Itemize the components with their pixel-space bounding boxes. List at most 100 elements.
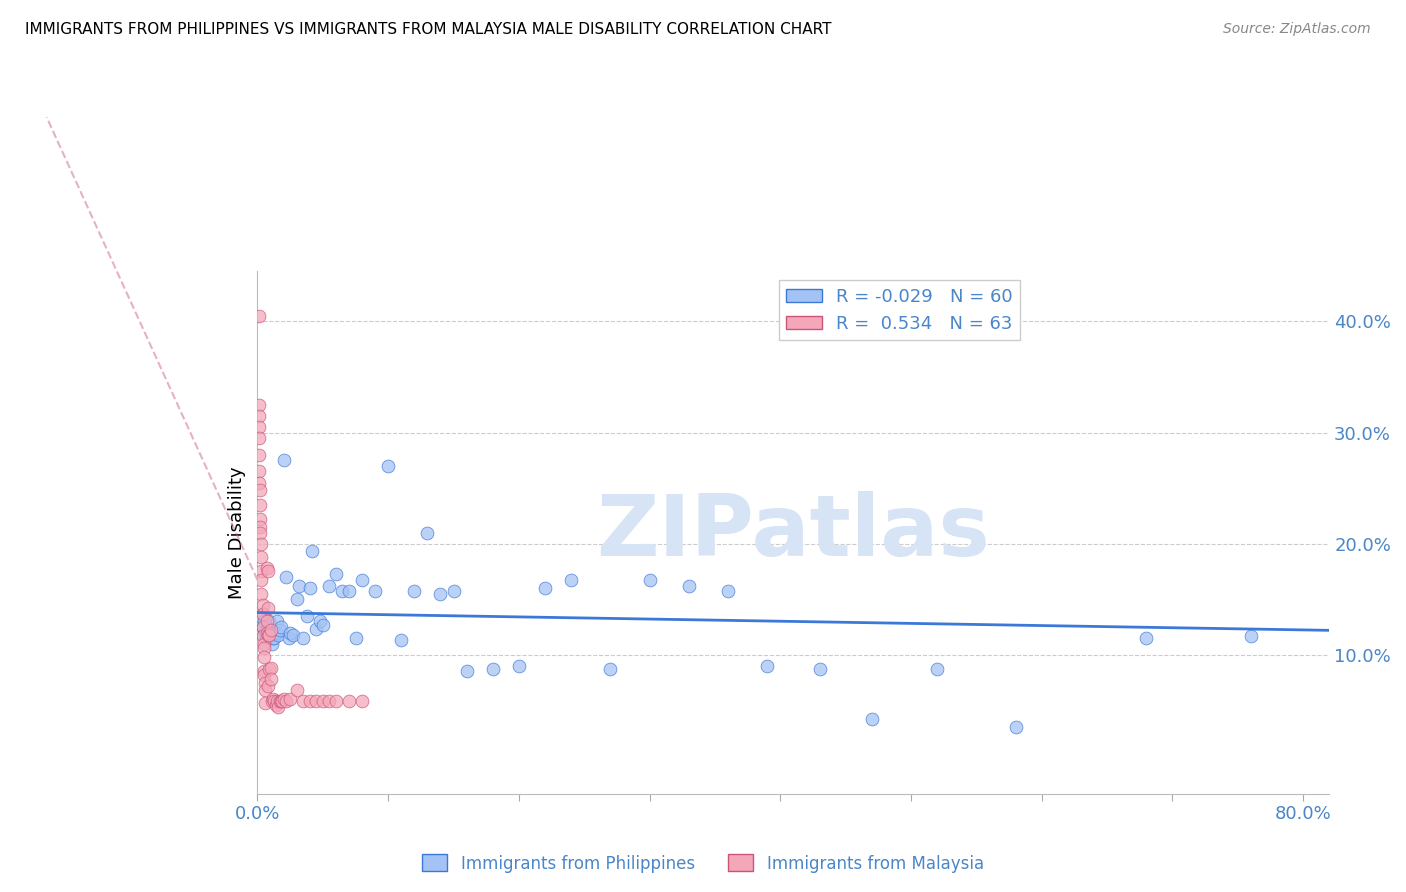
Point: [325, 694, 347, 708]
Point: [253, 665, 276, 679]
Point: [256, 631, 278, 645]
Point: [250, 587, 273, 601]
Point: [249, 608, 271, 623]
Point: [337, 584, 360, 599]
Point: [1240, 629, 1263, 643]
Point: [325, 566, 347, 581]
Point: [247, 475, 270, 490]
Point: [247, 420, 270, 434]
Point: [276, 570, 298, 584]
Text: ZIPatlas: ZIPatlas: [596, 491, 990, 574]
Text: Source: ZipAtlas.com: Source: ZipAtlas.com: [1223, 22, 1371, 37]
Point: [252, 629, 274, 643]
Point: [270, 694, 292, 708]
Point: [252, 620, 274, 634]
Point: [266, 694, 288, 708]
Point: [756, 659, 779, 673]
Point: [352, 574, 374, 588]
Point: [250, 625, 273, 640]
Point: [278, 625, 301, 640]
Point: [860, 712, 883, 726]
Point: [253, 615, 276, 629]
Point: [253, 637, 276, 651]
Legend: Immigrants from Philippines, Immigrants from Malaysia: Immigrants from Philippines, Immigrants …: [416, 847, 990, 880]
Point: [332, 584, 354, 599]
Point: [271, 694, 294, 708]
Point: [259, 625, 281, 640]
Point: [247, 465, 270, 479]
Point: [305, 694, 328, 708]
Point: [318, 579, 340, 593]
Point: [260, 694, 283, 708]
Point: [443, 584, 465, 599]
Point: [808, 662, 831, 676]
Point: [508, 659, 530, 673]
Point: [301, 544, 323, 558]
Point: [250, 549, 273, 564]
Point: [253, 641, 276, 656]
Point: [269, 624, 291, 638]
Point: [257, 628, 280, 642]
Text: IMMIGRANTS FROM PHILIPPINES VS IMMIGRANTS FROM MALAYSIA MALE DISABILITY CORRELAT: IMMIGRANTS FROM PHILIPPINES VS IMMIGRANT…: [25, 22, 832, 37]
Point: [247, 431, 270, 445]
Point: [262, 692, 284, 706]
Point: [257, 679, 280, 693]
Point: [256, 625, 278, 640]
Point: [927, 662, 949, 676]
Point: [277, 631, 299, 645]
Point: [364, 584, 387, 599]
Point: [249, 520, 271, 534]
Point: [254, 696, 277, 710]
Point: [481, 662, 503, 676]
Point: [281, 628, 304, 642]
Point: [259, 624, 281, 638]
Point: [256, 561, 278, 575]
Point: [249, 525, 271, 540]
Point: [259, 661, 281, 675]
Point: [247, 448, 270, 462]
Point: [288, 579, 311, 593]
Point: [250, 536, 273, 550]
Point: [599, 662, 621, 676]
Point: [247, 309, 270, 323]
Point: [416, 525, 439, 540]
Point: [253, 667, 276, 681]
Point: [263, 631, 285, 645]
Point: [273, 453, 295, 467]
Legend: R = -0.029   N = 60, R =  0.534   N = 63: R = -0.029 N = 60, R = 0.534 N = 63: [779, 280, 1021, 340]
Point: [257, 628, 280, 642]
Point: [298, 581, 321, 595]
Point: [560, 574, 582, 588]
Point: [267, 628, 290, 642]
Point: [298, 694, 321, 708]
Point: [250, 574, 273, 588]
Point: [292, 694, 315, 708]
Point: [257, 615, 280, 629]
Point: [273, 692, 295, 706]
Point: [285, 592, 308, 607]
Point: [285, 683, 308, 698]
Point: [312, 617, 335, 632]
Point: [249, 498, 271, 512]
Point: [276, 694, 298, 708]
Point: [257, 601, 280, 615]
Point: [250, 565, 273, 579]
Point: [252, 607, 274, 621]
Point: [404, 584, 426, 599]
Point: [249, 512, 271, 526]
Point: [254, 625, 277, 640]
Point: [292, 631, 315, 645]
Point: [260, 637, 283, 651]
Point: [264, 625, 287, 640]
Point: [352, 694, 374, 708]
Point: [266, 615, 288, 629]
Point: [253, 650, 276, 665]
Point: [318, 694, 340, 708]
Point: [309, 615, 332, 629]
Point: [257, 662, 280, 676]
Point: [1135, 631, 1157, 645]
Point: [377, 458, 399, 473]
Point: [295, 608, 318, 623]
Point: [534, 581, 557, 595]
Point: [337, 694, 360, 708]
